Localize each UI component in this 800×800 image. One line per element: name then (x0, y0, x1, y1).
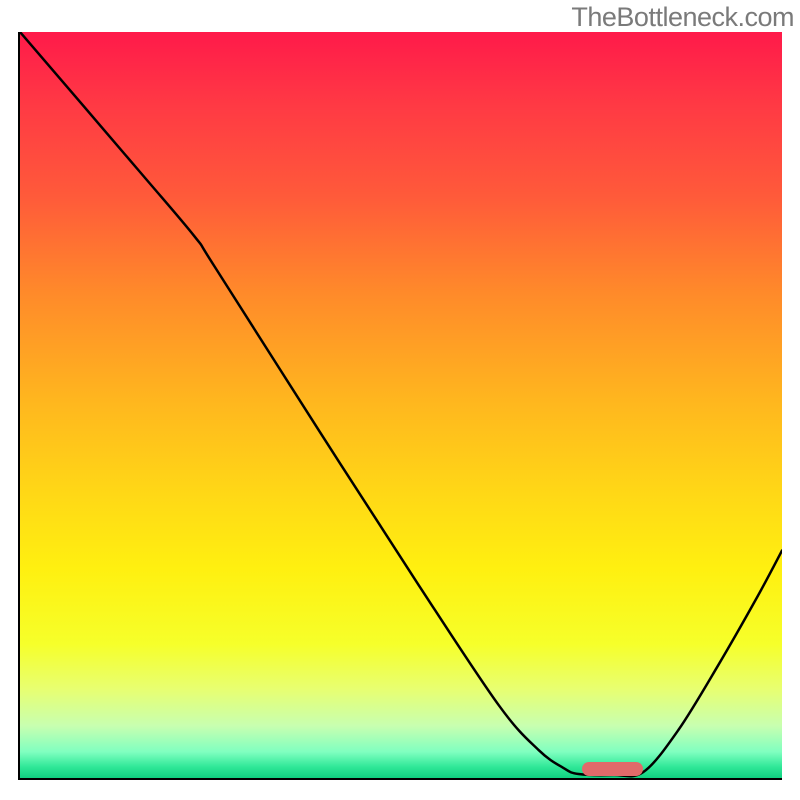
watermark-label: TheBottleneck.com (571, 2, 794, 33)
bottleneck-chart: TheBottleneck.com (0, 0, 800, 800)
optimal-marker (582, 762, 643, 776)
plot-area (18, 32, 782, 780)
gradient-background (20, 32, 782, 778)
